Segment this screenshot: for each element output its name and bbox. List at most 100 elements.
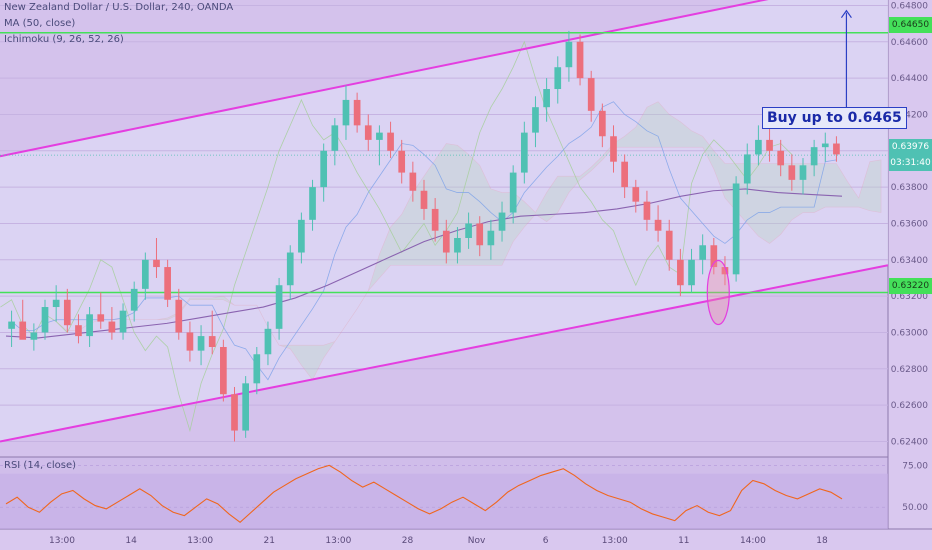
- price-tick-label: 0.64400: [891, 74, 928, 84]
- candle-body: [186, 332, 194, 351]
- candle-body: [777, 150, 785, 166]
- candle-body: [654, 219, 662, 231]
- candle-body: [442, 230, 450, 253]
- buy-target-callout[interactable]: Buy up to 0.6465: [762, 107, 907, 129]
- candle-body: [699, 245, 707, 260]
- price-tick-label: 0.63600: [891, 219, 928, 229]
- ma-50-line: [5, 188, 843, 339]
- candle-body: [431, 208, 439, 231]
- ichimoku-conversion-line: [11, 101, 837, 381]
- candle-body: [821, 143, 829, 148]
- candle-body: [576, 41, 584, 79]
- candle-body: [364, 125, 372, 140]
- candle-body: [164, 267, 171, 300]
- candle-body: [710, 245, 718, 268]
- candle-body: [766, 139, 773, 151]
- price-tick-label: 0.63400: [891, 256, 928, 266]
- candle-body: [253, 354, 261, 384]
- time-axis-background: [0, 529, 932, 550]
- resistance-price-tag: 0.64650: [889, 17, 932, 33]
- current-price-tag: 0.63976: [889, 139, 932, 155]
- candle-body: [242, 383, 249, 431]
- candle-body: [565, 41, 573, 68]
- candle-body: [309, 187, 316, 220]
- price-tick-label: 0.62800: [891, 365, 928, 375]
- candle-body: [264, 328, 272, 355]
- candle-body: [275, 285, 283, 329]
- rsi-legend: RSI (14, close): [4, 460, 77, 471]
- candle-body: [743, 154, 751, 184]
- price-tick-label: 0.63200: [891, 292, 928, 302]
- candle-body: [231, 394, 238, 431]
- support-bounce-highlight[interactable]: [706, 259, 730, 326]
- candle-body: [197, 336, 205, 351]
- ichimoku-legend: Ichimoku (9, 26, 52, 26): [4, 34, 124, 45]
- candle-body: [353, 99, 361, 126]
- candle-body: [509, 172, 517, 213]
- time-tick-label: 14: [125, 536, 137, 546]
- candle-body: [19, 321, 27, 340]
- candle-body: [153, 259, 160, 268]
- candle-body: [420, 190, 428, 209]
- support-price-tag: 0.63220: [889, 278, 932, 294]
- candle-body: [498, 212, 506, 231]
- candle-body: [8, 321, 15, 329]
- channel-lower-line[interactable]: [0, 264, 889, 443]
- time-tick-label: 11: [678, 536, 689, 546]
- candle-body: [788, 165, 796, 180]
- candle-body: [532, 107, 539, 133]
- candle-body: [220, 346, 227, 395]
- price-tick-label: 0.63800: [891, 183, 928, 193]
- candle-body: [130, 288, 138, 311]
- candle-body: [342, 99, 350, 126]
- candle-body: [554, 67, 562, 90]
- candle-body: [454, 237, 461, 253]
- time-tick-label: 13:00: [187, 536, 213, 546]
- candle-body: [86, 314, 93, 337]
- candle-body: [63, 299, 71, 326]
- ma-legend: MA (50, close): [4, 18, 76, 29]
- candle-body: [30, 332, 38, 340]
- price-tick-label: 0.63000: [891, 328, 928, 338]
- candle-body: [141, 259, 149, 289]
- candle-body: [799, 165, 807, 180]
- time-tick-label: 28: [402, 536, 414, 546]
- candle-body: [376, 132, 383, 140]
- target-arrow-head-icon[interactable]: [840, 9, 852, 19]
- candle-body: [476, 223, 484, 246]
- candle-body: [97, 314, 105, 322]
- candle-body: [398, 150, 406, 173]
- time-tick-label: 14:00: [740, 536, 766, 546]
- candle-body: [298, 219, 305, 253]
- candle-body: [286, 252, 294, 286]
- countdown-tag: 03:31:40: [889, 155, 932, 171]
- candle-body: [465, 223, 472, 238]
- time-tick-label: 18: [816, 536, 828, 546]
- candle-body: [409, 172, 417, 191]
- time-tick-label: 6: [543, 536, 549, 546]
- candle-body: [677, 259, 684, 286]
- candle-body: [331, 125, 339, 151]
- candle-body: [665, 230, 673, 260]
- price-tick-label: 0.62600: [891, 401, 928, 411]
- candle-body: [610, 136, 617, 162]
- time-tick-label: 13:00: [325, 536, 351, 546]
- channel-upper-line[interactable]: [0, 0, 888, 158]
- time-tick-label: 13:00: [49, 536, 75, 546]
- candle-body: [387, 132, 394, 151]
- rsi-band: [0, 473, 888, 529]
- candle-body: [75, 325, 82, 337]
- candle-body: [755, 139, 762, 155]
- candle-body: [119, 310, 127, 333]
- candle-body: [810, 147, 818, 166]
- candle-body: [41, 307, 49, 333]
- price-tick-label: 0.64600: [891, 38, 928, 48]
- candle-body: [621, 161, 628, 188]
- rsi-tick-label: 75.00: [902, 461, 928, 471]
- price-tick-label: 0.64800: [891, 1, 928, 11]
- candle-body: [732, 183, 740, 275]
- time-tick-label: 13:00: [602, 536, 628, 546]
- time-tick-label: Nov: [468, 536, 486, 546]
